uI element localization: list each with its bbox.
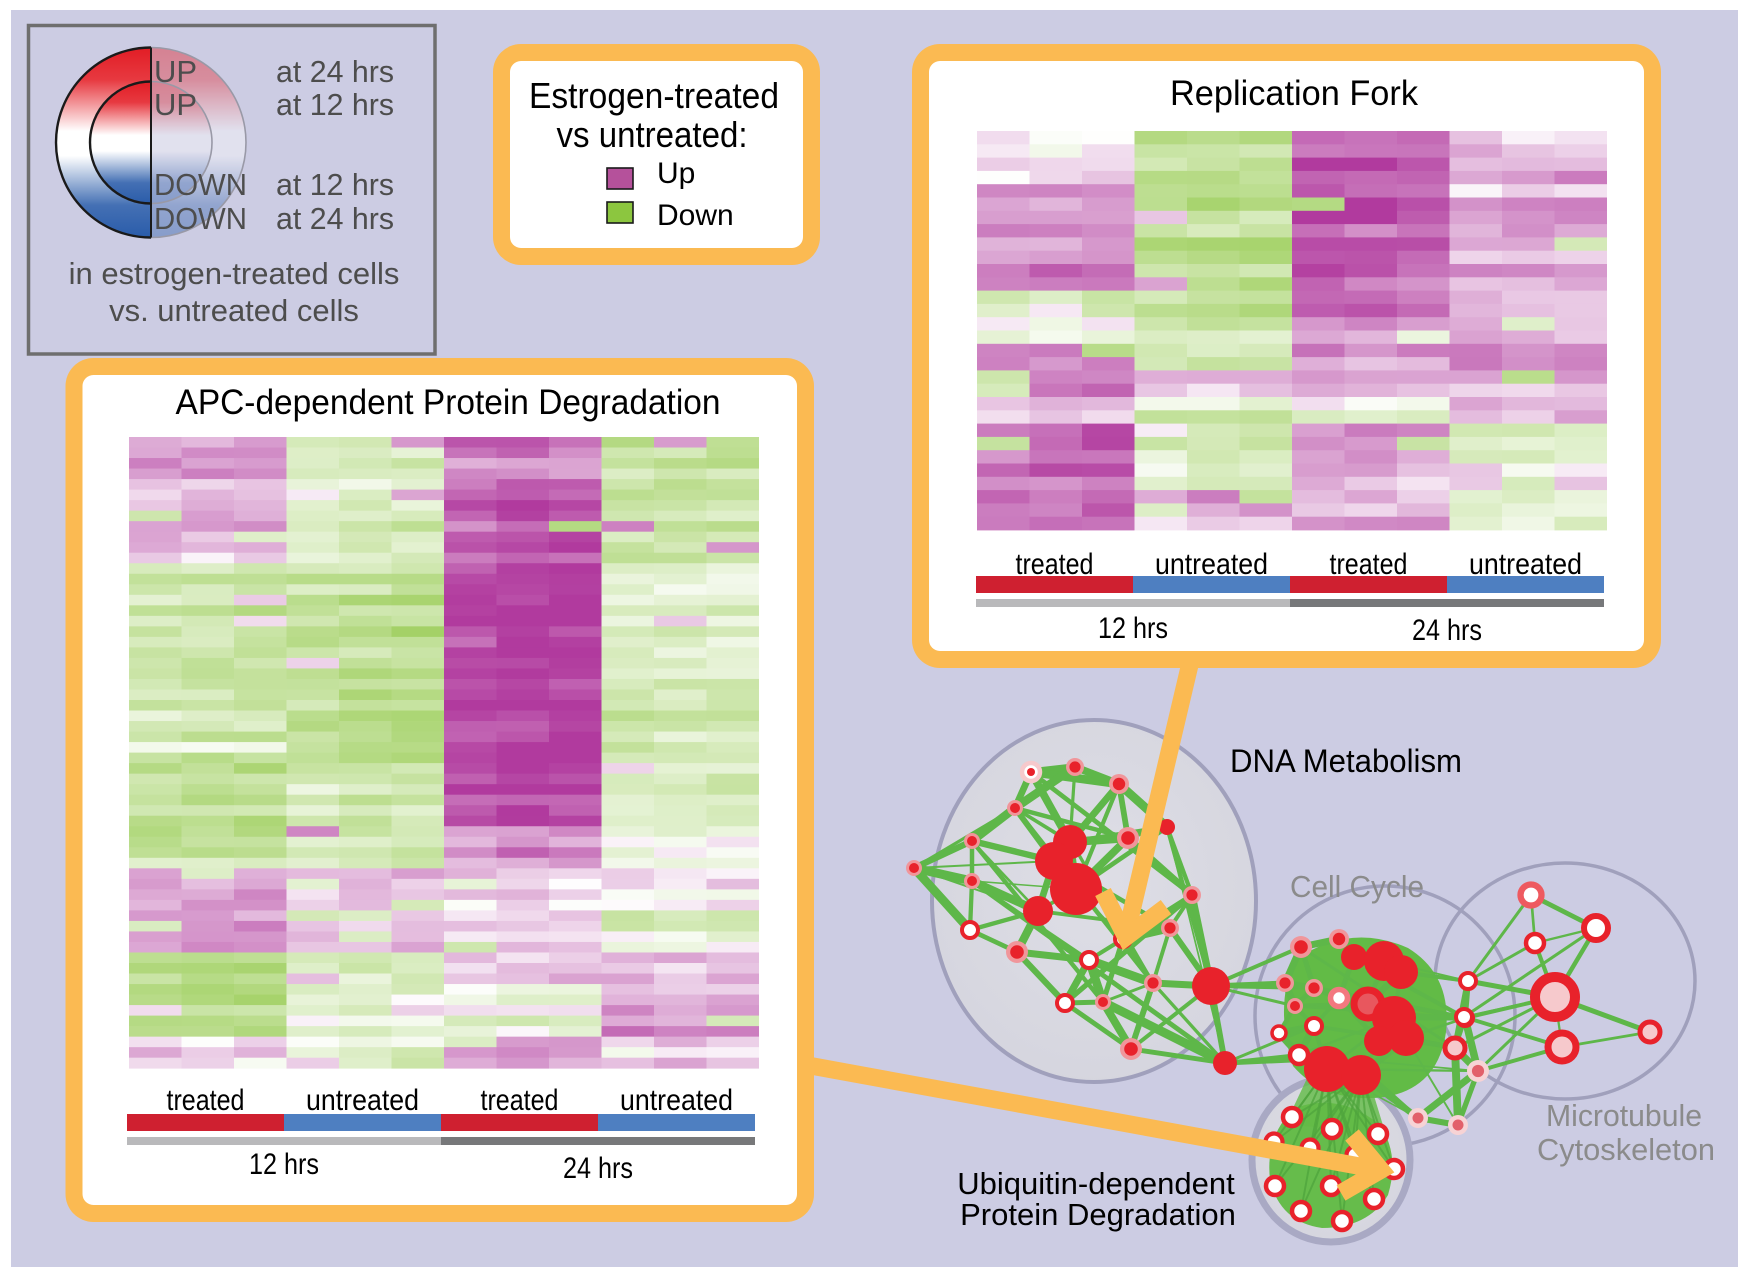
- svg-text:APC-dependent Protein Degradat: APC-dependent Protein Degradation: [176, 383, 721, 422]
- svg-text:untreated: untreated: [306, 1084, 419, 1117]
- svg-text:DOWN: DOWN: [154, 201, 247, 236]
- svg-text:vs untreated:: vs untreated:: [557, 114, 748, 155]
- svg-text:24 hrs: 24 hrs: [1412, 614, 1482, 647]
- svg-text:Replication Fork: Replication Fork: [1170, 74, 1418, 113]
- svg-text:untreated: untreated: [1155, 548, 1268, 581]
- svg-text:Down: Down: [657, 199, 734, 232]
- svg-text:12 hrs: 12 hrs: [1098, 612, 1168, 645]
- svg-text:Protein Degradation: Protein Degradation: [960, 1197, 1236, 1232]
- svg-text:UP: UP: [154, 54, 197, 89]
- svg-text:treated: treated: [167, 1084, 245, 1117]
- svg-text:untreated: untreated: [1469, 548, 1582, 581]
- svg-text:12 hrs: 12 hrs: [249, 1148, 319, 1181]
- svg-text:Estrogen-treated: Estrogen-treated: [529, 75, 779, 116]
- svg-text:at 12 hrs: at 12 hrs: [276, 87, 394, 122]
- svg-text:DOWN: DOWN: [154, 167, 247, 202]
- svg-text:vs. untreated cells: vs. untreated cells: [109, 293, 359, 328]
- svg-text:untreated: untreated: [620, 1084, 733, 1117]
- svg-text:Up: Up: [657, 157, 695, 190]
- svg-text:at 24 hrs: at 24 hrs: [276, 201, 394, 236]
- svg-text:at 24 hrs: at 24 hrs: [276, 54, 394, 89]
- svg-text:Cell Cycle: Cell Cycle: [1290, 869, 1424, 904]
- svg-text:treated: treated: [1330, 548, 1408, 581]
- svg-text:Ubiquitin-dependent: Ubiquitin-dependent: [957, 1166, 1235, 1201]
- svg-text:24 hrs: 24 hrs: [563, 1152, 633, 1185]
- svg-text:at 12 hrs: at 12 hrs: [276, 167, 394, 202]
- svg-text:in estrogen-treated cells: in estrogen-treated cells: [69, 256, 400, 291]
- svg-text:Cytoskeleton: Cytoskeleton: [1537, 1132, 1715, 1167]
- svg-text:DNA Metabolism: DNA Metabolism: [1230, 743, 1462, 779]
- svg-text:treated: treated: [1016, 548, 1094, 581]
- svg-text:UP: UP: [154, 87, 197, 122]
- svg-text:Microtubule: Microtubule: [1546, 1098, 1702, 1133]
- svg-text:treated: treated: [481, 1084, 559, 1117]
